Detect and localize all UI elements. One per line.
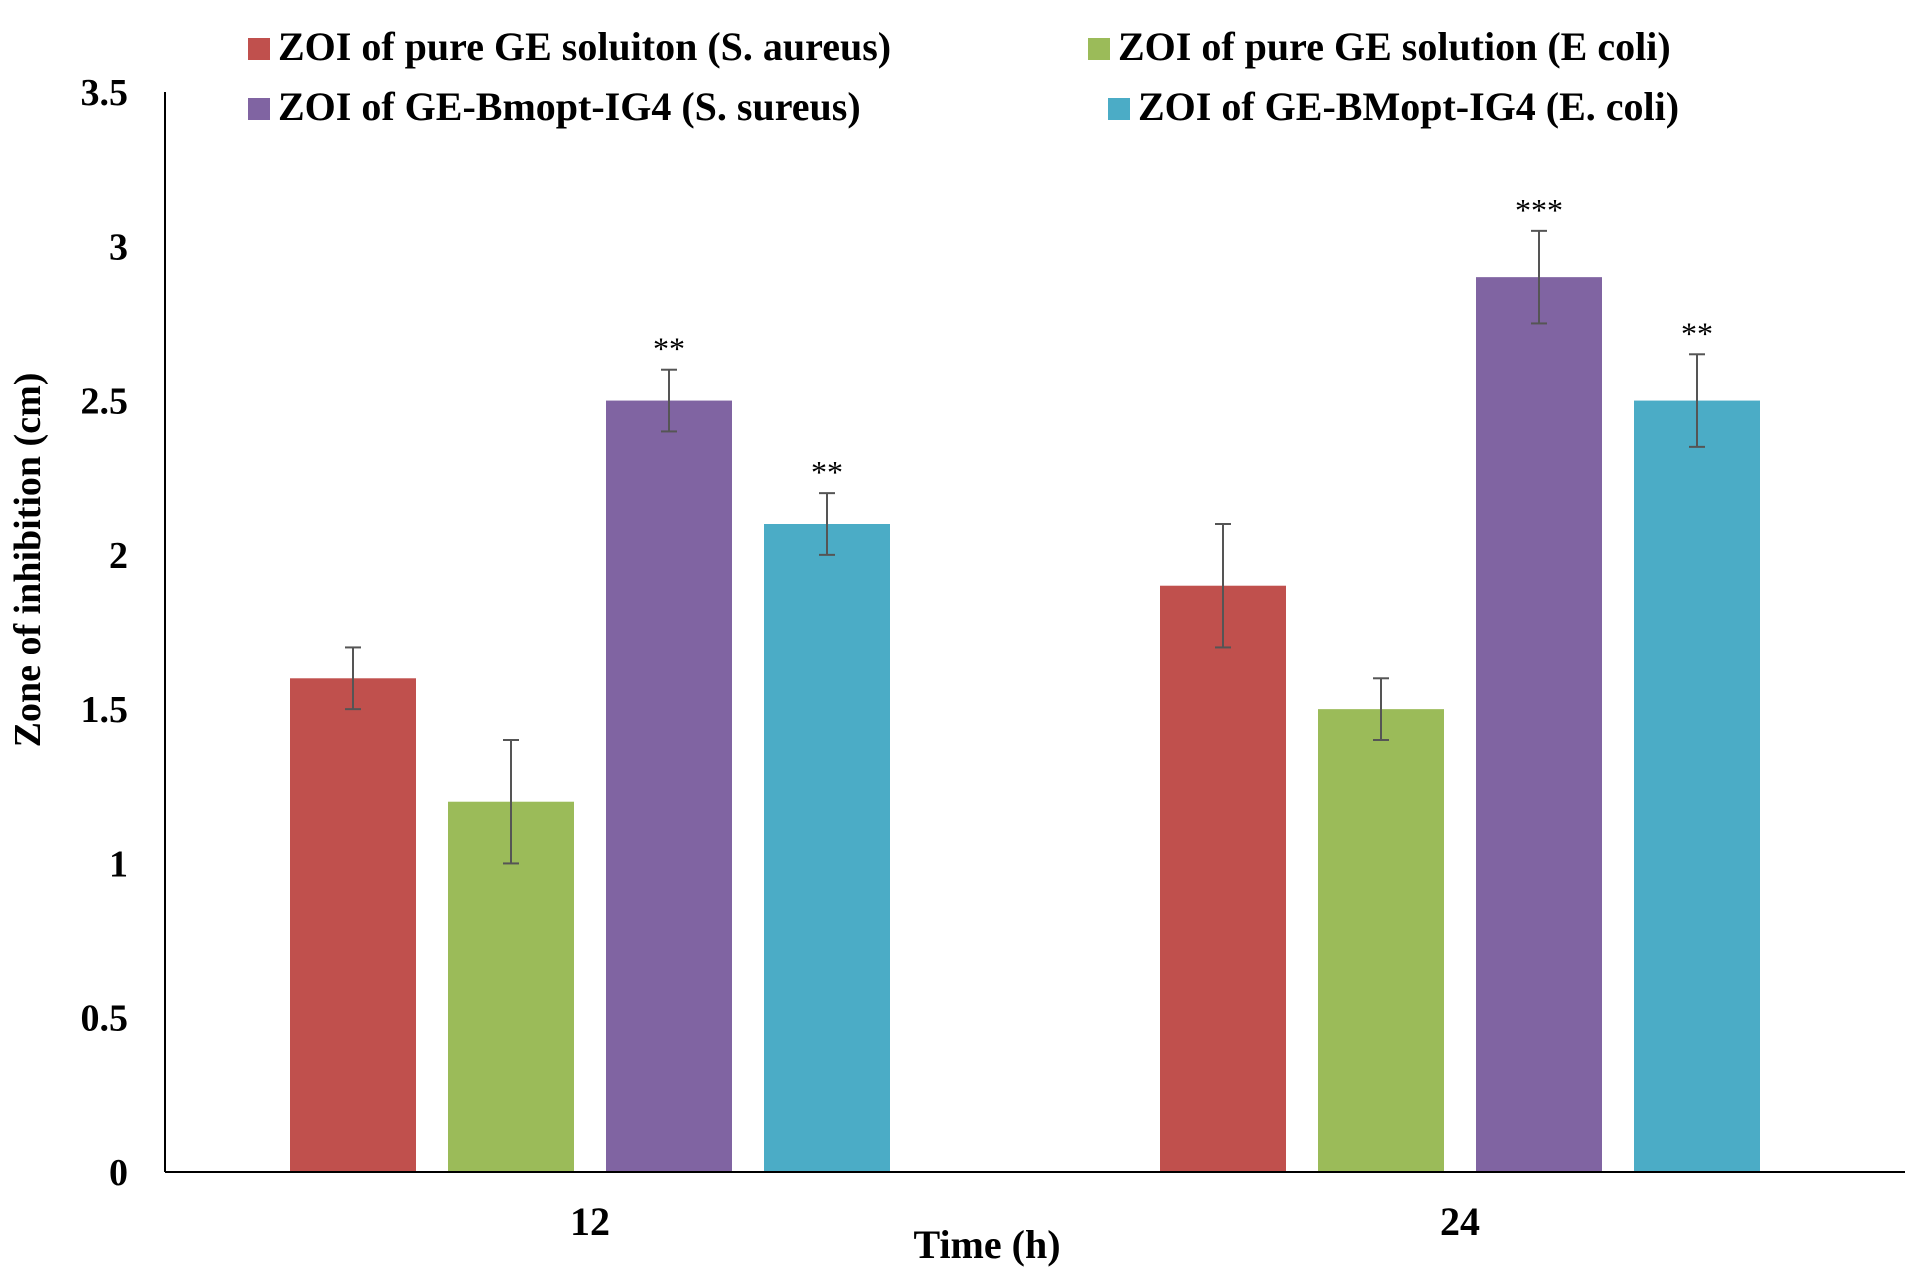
- bars: [290, 277, 1760, 1173]
- significance-label: **: [1681, 315, 1713, 351]
- y-tick-label: 1: [109, 843, 128, 885]
- legend-label: ZOI of pure GE solution (E coli): [1118, 24, 1671, 69]
- x-tick-labels: 12 24: [570, 1199, 1480, 1244]
- y-tick-label: 2: [109, 535, 128, 577]
- legend-label: ZOI of GE-Bmopt-IG4 (S. sureus): [278, 84, 861, 129]
- bar: [1160, 585, 1286, 1172]
- legend-swatch: [1088, 38, 1110, 60]
- bar: [290, 678, 416, 1172]
- x-axis-label: Time (h): [913, 1222, 1060, 1267]
- axes: [164, 92, 1905, 1173]
- legend-label: ZOI of pure GE soluiton (S. aureus): [278, 24, 891, 69]
- bar: [764, 524, 890, 1172]
- legend-swatch: [248, 98, 270, 120]
- significance-label: **: [653, 331, 685, 367]
- bar: [606, 400, 732, 1173]
- y-tick-label: 0.5: [81, 998, 129, 1040]
- significance-markers: *********: [653, 192, 1713, 490]
- significance-label: ***: [1515, 192, 1563, 228]
- legend-swatch: [248, 38, 270, 60]
- y-tick-label: 2.5: [81, 381, 129, 423]
- error-bars: [345, 229, 1705, 865]
- y-tick-labels: 0 0.5 1 1.5 2 2.5 3 3.5: [81, 72, 129, 1194]
- significance-label: **: [811, 454, 843, 490]
- bar: [1318, 709, 1444, 1172]
- legend-label: ZOI of GE-BMopt-IG4 (E. coli): [1138, 84, 1679, 129]
- x-tick-label: 24: [1440, 1199, 1480, 1244]
- bar: [1634, 400, 1760, 1173]
- y-axis-label: Zone of inhibition (cm): [7, 373, 49, 748]
- x-tick-label: 12: [570, 1199, 610, 1244]
- y-tick-label: 1.5: [81, 689, 129, 731]
- y-tick-label: 3: [109, 226, 128, 268]
- bar: [1476, 277, 1602, 1173]
- y-tick-label: 0: [109, 1152, 128, 1194]
- legend: ZOI of pure GE soluiton (S. aureus) ZOI o…: [248, 24, 1679, 129]
- y-tick-label: 3.5: [81, 72, 129, 114]
- legend-swatch: [1108, 98, 1130, 120]
